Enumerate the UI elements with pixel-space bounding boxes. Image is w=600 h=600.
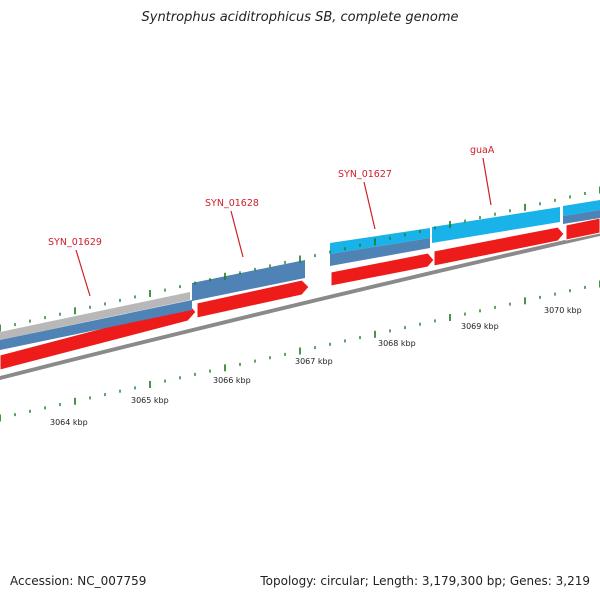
gene-label[interactable]: SYN_01627 bbox=[338, 169, 392, 180]
inner-tick-track bbox=[0, 280, 600, 422]
gene-leader-line bbox=[230, 210, 244, 258]
cds-arrow-3 bbox=[330, 252, 435, 287]
gene-leader-line bbox=[482, 157, 492, 206]
map-title: Syntrophus aciditrophicus SB, complete g… bbox=[141, 10, 459, 25]
gene-leader-line bbox=[75, 249, 91, 297]
gene-label[interactable]: SYN_01629 bbox=[48, 237, 102, 248]
kbp-label: 3066 kbp bbox=[213, 376, 251, 385]
gene-labels: SYN_01629 SYN_01628 SYN_01627 guaA bbox=[48, 145, 495, 297]
outer-tick-track bbox=[0, 186, 600, 332]
kbp-label: 3067 kbp bbox=[295, 357, 333, 366]
kbp-label: 3068 kbp bbox=[378, 339, 416, 348]
gene-bar-steelblue-4 bbox=[563, 210, 600, 224]
kbp-label: 3069 kbp bbox=[461, 322, 499, 331]
accession-label: Accession: NC_007759 bbox=[10, 574, 147, 588]
cds-arrow-2 bbox=[196, 279, 310, 319]
gene-label[interactable]: guaA bbox=[470, 145, 495, 156]
gene-label[interactable]: SYN_01628 bbox=[205, 198, 259, 209]
cds-forward-track bbox=[0, 217, 600, 371]
gene-bar-steelblue-2 bbox=[192, 260, 305, 301]
cds-arrow-4 bbox=[433, 226, 565, 267]
scale-labels: 3064 kbp 3065 kbp 3066 kbp 3067 kbp 3068 kbp… bbox=[50, 306, 582, 427]
genome-summary: Topology: circular; Length: 3,179,300 bp… bbox=[260, 574, 590, 588]
cds-arrow-5 bbox=[565, 217, 600, 241]
kbp-label: 3065 kbp bbox=[131, 396, 169, 405]
gene-track bbox=[0, 200, 600, 350]
gene-bar-lightblue-2 bbox=[432, 207, 560, 243]
gene-bar-steelblue-1 bbox=[0, 300, 192, 350]
genome-backbone bbox=[0, 232, 600, 380]
gene-bar-gray bbox=[0, 292, 190, 340]
gene-bar-steelblue-3 bbox=[330, 238, 430, 266]
gene-bar-lightblue-3 bbox=[563, 200, 600, 216]
kbp-label: 3070 kbp bbox=[544, 306, 582, 315]
gene-leader-line bbox=[363, 181, 376, 230]
kbp-label: 3064 kbp bbox=[50, 418, 88, 427]
